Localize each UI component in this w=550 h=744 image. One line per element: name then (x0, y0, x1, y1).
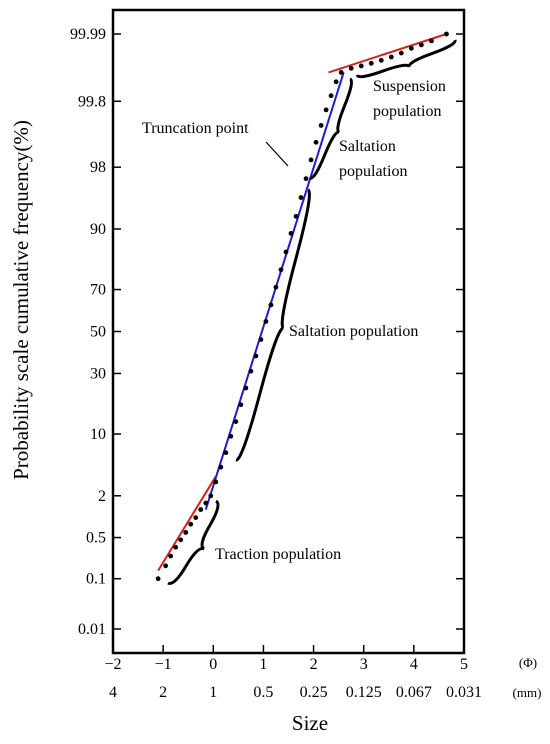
data-point (388, 54, 394, 60)
data-point (444, 31, 449, 37)
data-point (248, 368, 254, 374)
x-tick-label-mm: 0.031 (446, 684, 482, 701)
data-point (408, 45, 414, 51)
data-point (168, 553, 174, 559)
data-point (303, 176, 309, 182)
x-tick-label-mm: 0.067 (396, 684, 432, 701)
data-point (228, 433, 234, 439)
data-point (243, 385, 249, 391)
data-point (308, 157, 314, 163)
y-tick-label: 10 (90, 426, 106, 443)
x-tick-label-mm: 2 (159, 684, 167, 701)
fit-line-2 (204, 72, 345, 510)
data-point (193, 515, 199, 520)
data-point (273, 284, 279, 290)
x-tick-label-phi: 3 (360, 656, 368, 673)
y-tick-label: 0.1 (86, 571, 106, 588)
data-point (223, 450, 229, 456)
data-point (348, 65, 354, 71)
data-point (318, 123, 324, 128)
data-point (298, 195, 304, 200)
data-point (213, 479, 219, 485)
annotation-suspension: Suspension (373, 78, 446, 95)
x-axis-unit-phi: (Φ) (519, 655, 537, 670)
y-tick-label: 50 (90, 324, 106, 341)
x-tick-label-mm: 4 (109, 684, 117, 701)
y-tick-label: 98 (90, 159, 106, 176)
data-point (323, 107, 329, 113)
y-tick-label: 99.8 (78, 93, 106, 110)
data-point (358, 63, 364, 69)
x-tick-label-phi: 4 (410, 656, 418, 673)
data-point (253, 353, 259, 359)
data-point (198, 507, 204, 512)
data-point (178, 537, 184, 543)
data-point (278, 267, 284, 273)
annotation-layer: Truncation point Saltation population Suspe… (142, 39, 457, 585)
fit-line-1 (157, 475, 217, 572)
annotation-saltation-population: Saltation population (289, 323, 418, 340)
data-point (238, 402, 244, 408)
data-point (263, 319, 269, 324)
data-point (283, 249, 289, 255)
y-tick-label: 0.01 (78, 621, 106, 638)
data-point (398, 50, 404, 56)
data-point (313, 139, 319, 145)
data-point (338, 70, 344, 75)
annotation-saltation-upper-population: population (339, 163, 407, 180)
data-point (288, 230, 294, 236)
truncation-pointer (265, 141, 289, 167)
y-tick-label: 70 (90, 282, 106, 299)
data-point (155, 576, 161, 582)
x-axis-title: Size (292, 711, 328, 735)
data-point (368, 60, 374, 66)
data-point (173, 544, 179, 550)
data-point (233, 419, 239, 425)
annotation-truncation-point: Truncation point (142, 120, 249, 137)
x-tick-label-phi: −2 (104, 656, 121, 673)
suspension-brace (355, 39, 457, 79)
data-point (328, 93, 334, 99)
data-point (218, 464, 224, 470)
x-tick-label-mm: 0.25 (300, 684, 328, 701)
y-axis-title: Probability scale cumulative frequency(%… (9, 120, 33, 480)
x-tick-label-mm: 0.125 (346, 684, 382, 701)
x-tick-label-phi: 2 (310, 656, 318, 673)
data-point (333, 79, 339, 85)
x-axis-unit-mm: (mm) (513, 685, 542, 700)
data-point (268, 302, 274, 308)
marks-layer: −2 4 −1 2 0 1 1 0.5 2 0.25 3 0.125 4 0.067 5 0.031 0.01 0… (70, 26, 482, 701)
annotation-suspension-population: population (373, 103, 441, 120)
y-tick-label: 90 (90, 221, 106, 238)
data-point (183, 530, 189, 535)
annotation-saltation-upper: Saltation (339, 138, 396, 155)
data-point (429, 38, 434, 44)
x-tick-label-mm: 1 (209, 684, 217, 701)
x-tick-label-phi: 0 (209, 656, 217, 673)
annotation-traction-population: Traction population (215, 546, 341, 563)
x-tick-label-phi: 5 (460, 656, 468, 673)
data-point (188, 521, 194, 527)
y-tick-label: 99.99 (70, 26, 106, 43)
data-point (418, 42, 424, 48)
y-tick-label: 0.5 (86, 530, 106, 547)
data-point (293, 213, 299, 219)
data-point (208, 493, 214, 499)
data-point (163, 563, 169, 569)
data-point (258, 337, 264, 342)
y-tick-label: 30 (90, 365, 106, 382)
y-tick-label: 2 (98, 488, 106, 505)
x-tick-label-phi: −1 (155, 656, 172, 673)
data-point (203, 500, 209, 506)
fit-line-3 (328, 33, 447, 74)
x-tick-label-phi: 1 (259, 656, 267, 673)
data-point (378, 57, 384, 63)
x-tick-label-mm: 0.5 (253, 684, 273, 701)
